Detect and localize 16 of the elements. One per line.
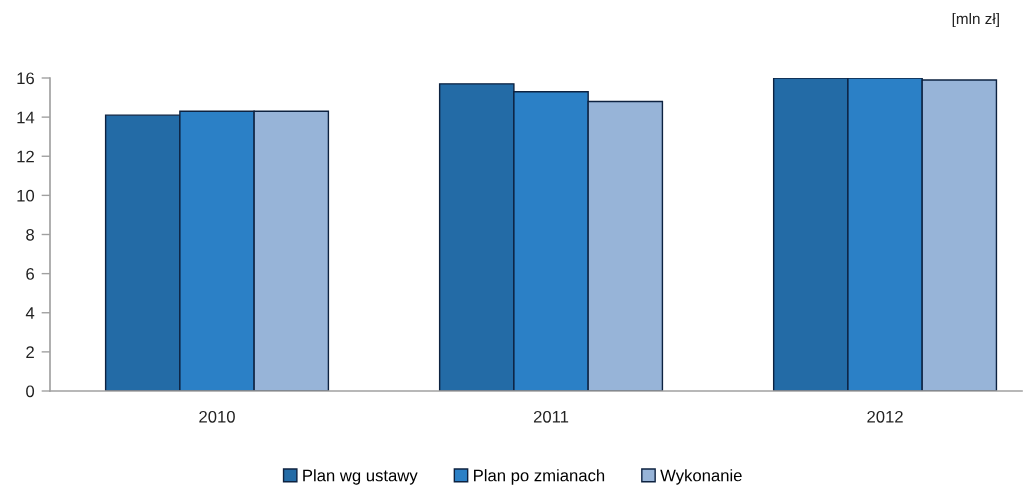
- legend-label: Plan po zmianach: [474, 469, 605, 485]
- legend-label: Plan wg ustawy: [303, 469, 418, 485]
- y-axis-title: [mln zł]: [952, 12, 999, 28]
- y-tick-label: 10: [17, 189, 35, 202]
- y-tick-label: 12: [17, 150, 34, 163]
- x-tick-label: 2012: [867, 410, 903, 423]
- y-tick-label: 8: [26, 228, 34, 241]
- y-tick-label: 2: [26, 346, 34, 358]
- y-tick-label: 4: [25, 307, 35, 319]
- y-tick-label: 6: [26, 268, 34, 280]
- x-tick-label: 2010: [199, 410, 235, 423]
- legend-label: Wykonanie: [660, 469, 742, 485]
- y-tick-label: 16: [17, 72, 34, 85]
- y-tick-label: 0: [26, 385, 35, 398]
- x-tick-label: 2011: [533, 410, 569, 423]
- y-tick-label: 14: [17, 111, 35, 124]
